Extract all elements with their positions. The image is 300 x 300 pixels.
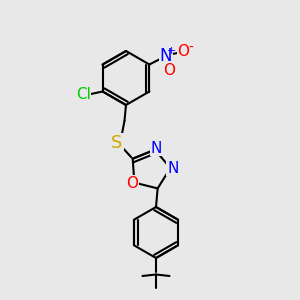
Text: Cl: Cl bbox=[76, 87, 91, 102]
Text: N: N bbox=[160, 47, 172, 65]
Text: N: N bbox=[167, 160, 178, 175]
Text: +: + bbox=[167, 46, 177, 56]
Text: N: N bbox=[151, 141, 162, 156]
Text: O: O bbox=[126, 176, 138, 191]
Text: S: S bbox=[111, 134, 123, 152]
Text: O: O bbox=[163, 63, 175, 78]
Text: O: O bbox=[177, 44, 189, 59]
Text: -: - bbox=[188, 41, 193, 55]
